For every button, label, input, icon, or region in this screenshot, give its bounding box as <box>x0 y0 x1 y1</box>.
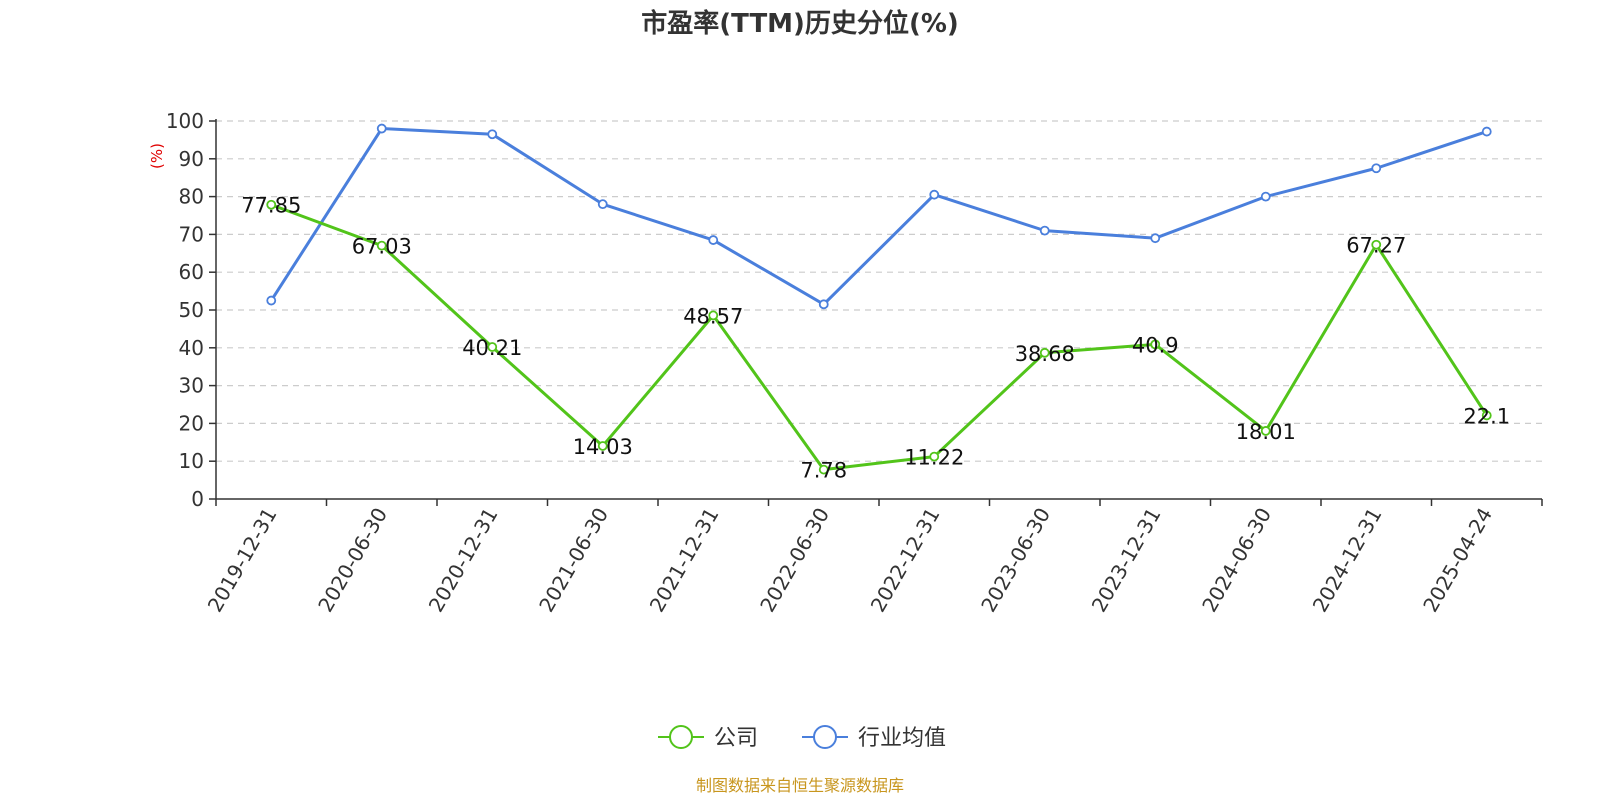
data-label: 77.85 <box>241 194 301 218</box>
y-tick-label: 60 <box>179 260 204 284</box>
x-tick-label: 2022-12-31 <box>866 504 945 617</box>
data-point <box>1260 426 1271 436</box>
y-tick-label: 10 <box>179 449 204 473</box>
x-tick-label: 2024-12-31 <box>1308 504 1387 617</box>
x-tick-label: 2021-06-30 <box>534 504 613 617</box>
data-source-note: 制图数据来自恒生聚源数据库 <box>696 776 904 795</box>
y-tick-label: 0 <box>191 487 204 511</box>
y-tick-label: 100 <box>166 109 204 133</box>
data-point <box>1481 126 1492 137</box>
series-lines <box>266 123 1492 475</box>
data-point <box>1371 239 1382 250</box>
data-point <box>818 464 829 475</box>
x-tick-label: 2023-12-31 <box>1087 504 1166 617</box>
y-tick-label: 50 <box>179 298 204 322</box>
data-point <box>487 129 498 140</box>
gridlines <box>216 120 1542 462</box>
y-tick-label: 80 <box>179 185 204 209</box>
data-label: 38.68 <box>1015 342 1075 366</box>
data-point <box>376 123 387 134</box>
data-point <box>1371 163 1382 174</box>
data-point <box>487 342 498 352</box>
x-tick-label: 2024-06-30 <box>1197 504 1276 617</box>
data-label: 22.1 <box>1463 404 1510 428</box>
data-point <box>929 451 940 462</box>
x-tick-label: 2020-12-31 <box>424 504 503 617</box>
data-point <box>376 240 387 251</box>
data-point <box>1150 233 1161 244</box>
data-point <box>1150 339 1161 350</box>
data-point <box>1260 191 1271 202</box>
data-labels: 77.85 67.03 40.21 14.03 48.57 7.78 11.22 38.68 4… <box>241 194 1510 483</box>
data-point <box>266 295 277 306</box>
data-point <box>929 189 940 200</box>
data-label: 18.01 <box>1236 420 1296 444</box>
data-point <box>1039 225 1050 236</box>
data-label: 7.78 <box>800 459 847 483</box>
y-tick-label: 90 <box>179 147 204 171</box>
y-tick-label: 20 <box>179 411 204 435</box>
y-tick-label: 30 <box>179 374 204 398</box>
legend-marker <box>669 725 693 749</box>
legend: 公司 行业均值 <box>658 725 946 751</box>
data-label: 40.9 <box>1132 333 1179 357</box>
legend-marker <box>813 725 837 749</box>
series-line-1 <box>269 127 1488 306</box>
y-tick-label: 40 <box>179 336 204 360</box>
chart-title: 市盈率(TTM)历史分位(%) <box>641 8 959 39</box>
x-tick-label: 2022-06-30 <box>755 504 834 617</box>
data-label: 11.22 <box>904 446 964 470</box>
data-label: 67.03 <box>352 235 412 259</box>
legend-label: 行业均值 <box>858 726 946 751</box>
data-point <box>1039 347 1050 358</box>
data-point <box>597 199 608 210</box>
legend-item-1[interactable]: 行业均值 <box>802 725 946 751</box>
y-axis-unit-label: (%) <box>148 143 166 169</box>
data-point <box>1481 410 1492 421</box>
data-point <box>597 441 608 451</box>
data-point <box>708 235 719 245</box>
data-point <box>266 199 277 210</box>
data-label: 67.27 <box>1346 234 1406 258</box>
data-label: 14.03 <box>573 435 633 459</box>
data-point <box>818 299 829 310</box>
legend-label: 公司 <box>714 726 758 751</box>
axes: 0 10 20 30 40 50 60 70 80 90 100 2019-12-31 2020-06-… <box>166 109 1543 617</box>
data-label: 48.57 <box>683 304 743 328</box>
x-tick-label: 2025-04-24 <box>1418 504 1497 617</box>
data-point <box>708 310 719 321</box>
x-tick-label: 2023-06-30 <box>976 504 1055 617</box>
x-tick-label: 2020-06-30 <box>313 504 392 617</box>
x-tick-label: 2019-12-31 <box>203 504 282 617</box>
x-tick-label: 2021-12-31 <box>645 504 724 617</box>
legend-item-0[interactable]: 公司 <box>658 725 758 751</box>
data-label: 40.21 <box>462 336 522 360</box>
y-tick-label: 70 <box>179 222 204 246</box>
series-line-0 <box>270 203 1489 472</box>
